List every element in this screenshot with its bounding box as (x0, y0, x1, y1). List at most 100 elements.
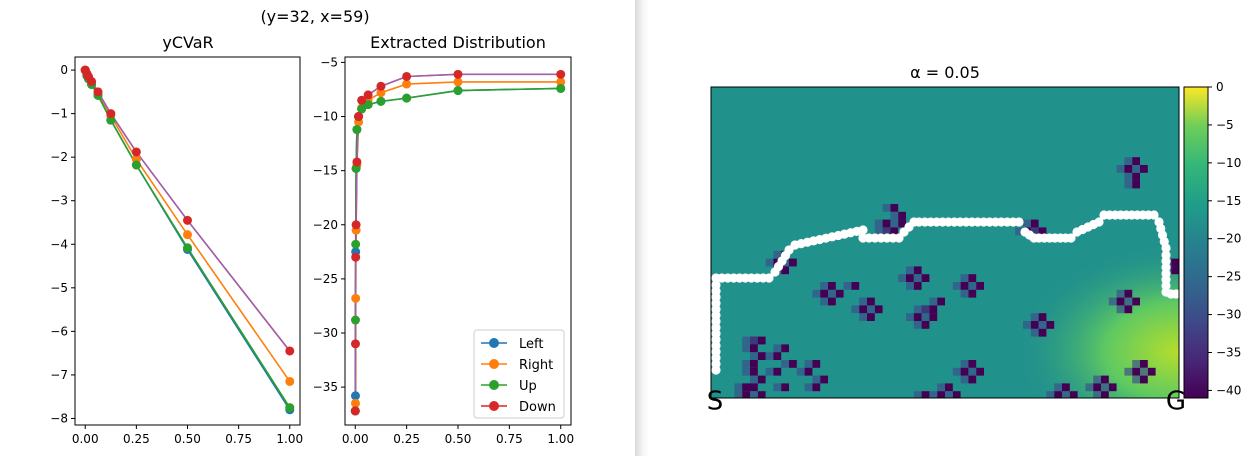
obstacle-halo-cell (1234, 337, 1242, 345)
obstacle-halo-cell (859, 422, 867, 430)
obstacle-halo-cell (859, 313, 867, 321)
obstacle-halo-cell (773, 344, 782, 353)
obstacle-halo-cell (1132, 360, 1140, 368)
obstacle-cell (851, 282, 860, 290)
colorbar-ticks: 0 −5 −10 −15 −20 −25 −30 −35 −40 (1208, 80, 1241, 397)
path-dot (1171, 289, 1179, 299)
dist-point-up (357, 104, 367, 114)
dist-xtick-label: 1.00 (547, 432, 574, 446)
obstacle-cell (1249, 344, 1257, 352)
obstacle-halo-cell (867, 305, 875, 314)
obstacle-cell (750, 399, 758, 407)
obstacle-halo-cell (1108, 297, 1117, 306)
obstacle-halo-cell (820, 282, 828, 290)
obstacle-halo-cell (1140, 367, 1148, 376)
obstacle-cell (828, 282, 836, 290)
obstacle-halo-cell (960, 375, 969, 384)
ycvar-point-down (285, 346, 295, 356)
dist-point-down (350, 339, 360, 349)
obstacle-halo-cell (937, 399, 945, 407)
dist-point-right (556, 77, 566, 87)
obstacle-halo-cell (1116, 289, 1125, 298)
ycvar-ytick-label: −5 (50, 281, 68, 295)
colorbar (1183, 86, 1209, 399)
legend-entry-left: Left (481, 337, 543, 352)
right-figure: α = 0.05 S G 0 −5 −10 −15 −20 −25 −30 −35 −40 (649, 0, 1258, 456)
ycvar-ytick-label: −8 (50, 411, 68, 425)
dist-xtick-label: 0.25 (393, 432, 420, 446)
obstacle-halo-cell (952, 282, 961, 290)
ycvar-point-down (131, 147, 141, 157)
obstacle-cell (921, 321, 930, 329)
obstacle-cell (945, 399, 953, 407)
obstacle-halo-cell (1015, 227, 1023, 236)
obstacle-cell (929, 399, 937, 407)
obstacle-cell (906, 274, 914, 282)
dist-point-up (556, 83, 566, 93)
obstacle-cell (757, 352, 766, 360)
obstacle-halo-cell (1030, 227, 1039, 236)
obstacle-halo-cell (882, 204, 891, 212)
obstacle-cell (781, 383, 789, 392)
obstacle-cell (1226, 290, 1234, 298)
dist-point-up (453, 86, 463, 96)
obstacle-halo-cell (906, 399, 914, 407)
obstacle-halo-cell (796, 367, 805, 376)
obstacle-halo-cell (859, 297, 867, 306)
obstacle-cell (1210, 329, 1218, 337)
obstacle-cell (968, 274, 977, 282)
obstacle-halo-cell (750, 391, 758, 398)
legend-box (473, 329, 565, 419)
colorbar-tick-label: 0 (1216, 80, 1224, 94)
obstacle-halo-cell (1062, 391, 1070, 398)
ycvar-point-right (285, 376, 295, 386)
obstacle-halo-cell (828, 407, 836, 415)
dist-xtick-label: 0.00 (342, 432, 369, 446)
dist-point-down (357, 95, 367, 105)
obstacle-halo-cell (867, 415, 875, 423)
obstacle-halo-cell (882, 227, 891, 236)
obstacle-cell (1132, 157, 1140, 165)
obstacle-halo-cell (1218, 290, 1226, 298)
obstacle-cell (1038, 328, 1047, 337)
figure-suptitle: (y=32, x=59) (260, 7, 369, 26)
obstacle-cell (804, 367, 813, 376)
obstacle-cell (1038, 313, 1047, 321)
obstacle-cell (1069, 391, 1078, 398)
obstacle-cell (1241, 337, 1249, 345)
ycvar-line-down (84, 69, 291, 352)
obstacle-cell (750, 383, 758, 392)
obstacle-halo-cell (742, 367, 750, 376)
path-dot (1149, 210, 1159, 220)
obstacle-cell (890, 204, 899, 212)
window-divider (635, 0, 649, 456)
ycvar-ytick-label: −4 (50, 237, 68, 251)
obstacle-halo-cell (750, 352, 758, 360)
obstacle-cell (1062, 383, 1070, 392)
heatmap-title: α = 0.05 (910, 63, 980, 82)
obstacle-halo-cell (781, 399, 789, 407)
obstacle-halo-cell (765, 367, 774, 376)
obstacle-halo-cell (1140, 407, 1148, 415)
obstacle-halo-cell (968, 415, 976, 423)
obstacle-cell (781, 344, 789, 353)
heatmap-frame (710, 86, 1180, 399)
obstacle-cell (898, 219, 906, 228)
obstacle-cell (1030, 321, 1039, 329)
obstacle-halo-cell (890, 219, 899, 228)
dist-point-up (363, 100, 373, 110)
path-dot (1066, 233, 1076, 243)
obstacle-halo-cell (773, 383, 782, 392)
dist-point-down (363, 90, 373, 100)
dist-point-up (376, 96, 386, 106)
legend-entry-down: Down (481, 400, 556, 415)
legend: Left Right Up Down (473, 329, 565, 419)
obstacle-halo-cell (1124, 172, 1133, 181)
obstacle-halo-cell (921, 305, 930, 314)
colorbar-tick-label: −25 (1216, 270, 1241, 284)
ycvar-xtick-label: 0.75 (225, 432, 252, 446)
ycvar-point-up (106, 115, 116, 125)
obstacle-cell (867, 313, 875, 321)
obstacle-cell (844, 415, 852, 423)
obstacle-cell (1210, 290, 1218, 298)
